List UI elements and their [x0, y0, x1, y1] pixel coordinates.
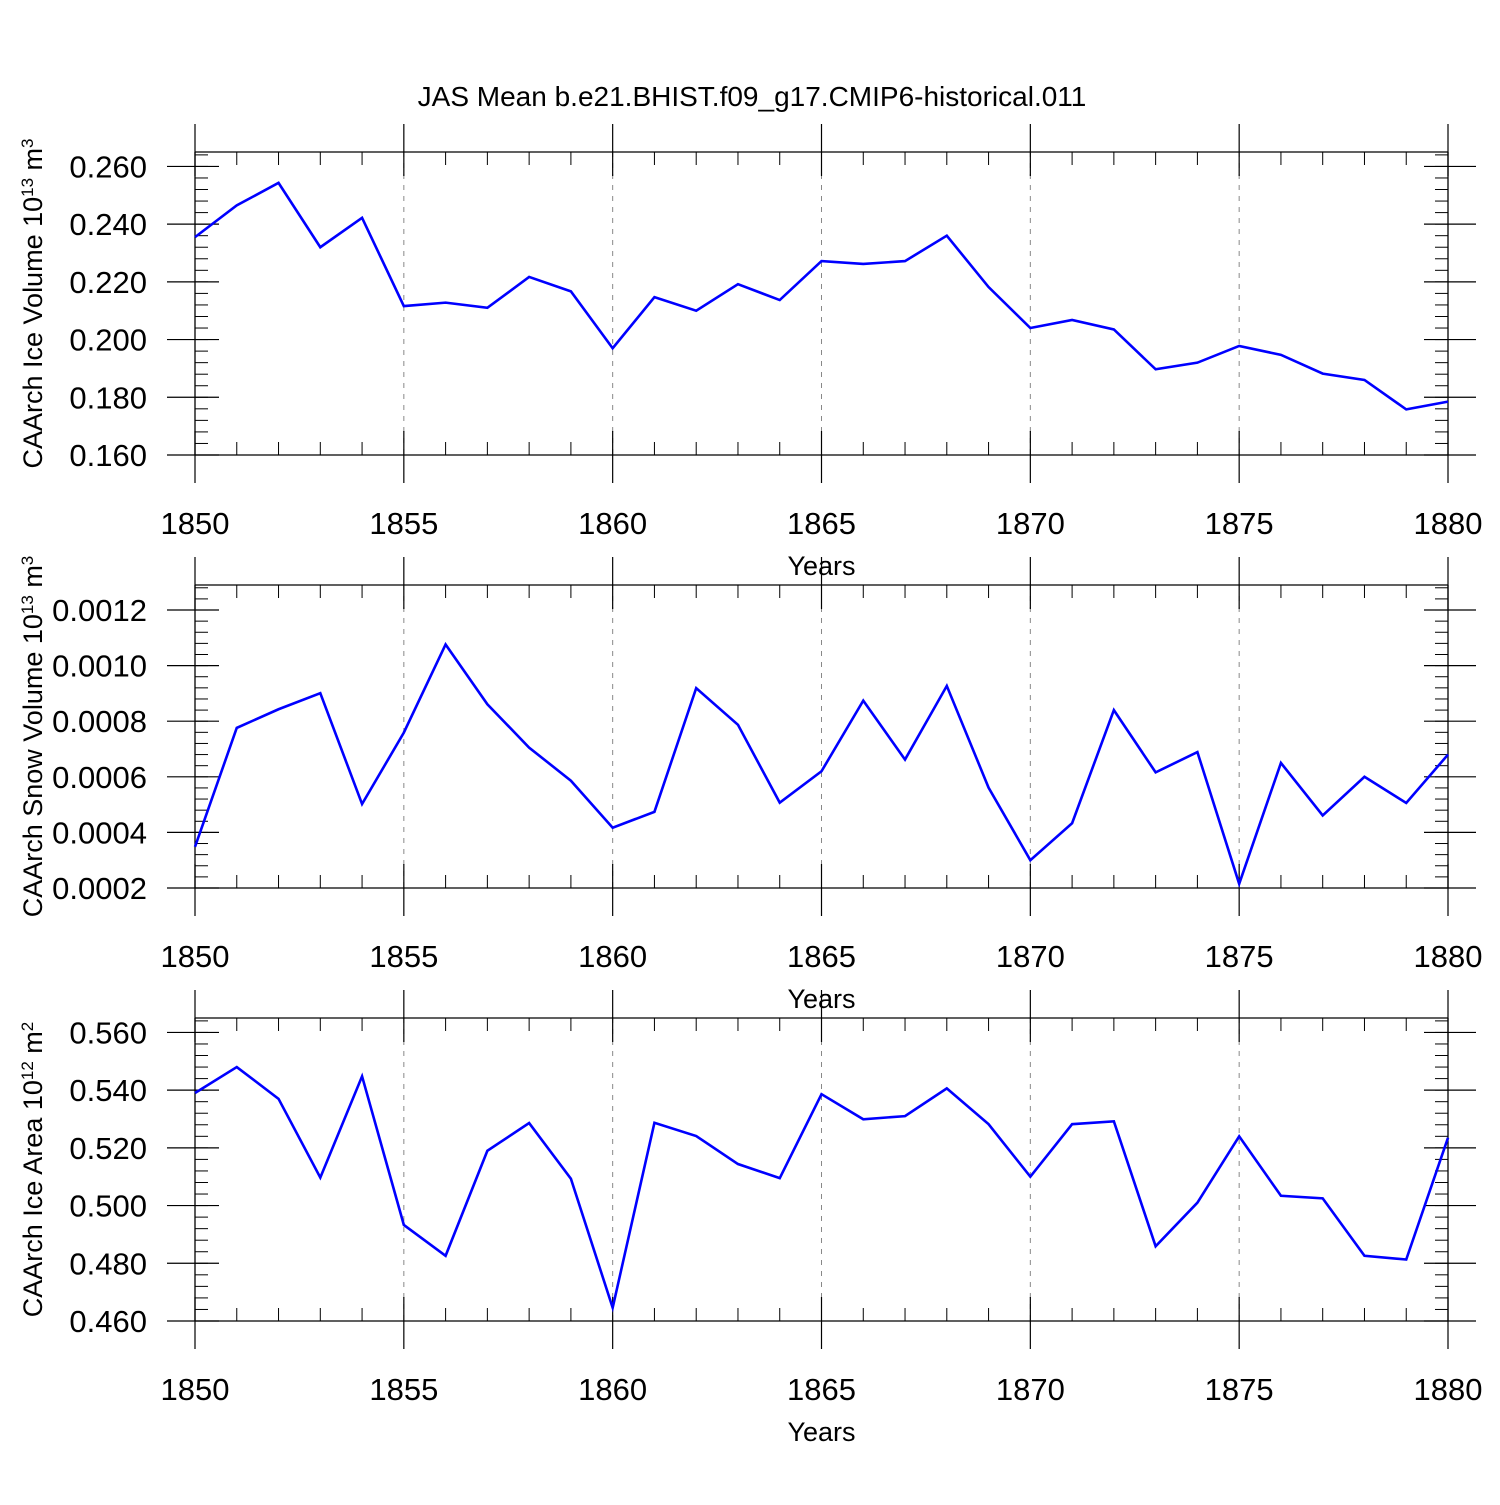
ice-area-ytick-label: 0.500 [69, 1189, 147, 1224]
ice-volume-xtick-label: 1880 [1414, 506, 1483, 541]
ice-area-xtick-label: 1855 [369, 1372, 438, 1407]
ice-area-xtick-label: 1850 [161, 1372, 230, 1407]
ice-area-ytick-label: 0.480 [69, 1246, 147, 1281]
ice-area-series-line [194, 1065, 1450, 1313]
ice-volume-xtick-label: 1865 [787, 506, 856, 541]
ice-volume-xtick-label: 1860 [578, 506, 647, 541]
ice-area-ytick-label: 0.560 [69, 1015, 147, 1050]
ice-volume-series-line [194, 181, 1449, 411]
ice-volume-panel: 0.160 0.180 0.200 0.220 0.240 0.260 1850 1855 18… [18, 124, 1483, 581]
ice-area-xtick-label: 1875 [1205, 1372, 1274, 1407]
snow-volume-xtick-label: 1875 [1205, 939, 1274, 974]
snow-volume-ytick-label: 0.0004 [52, 815, 147, 850]
ice-volume-ytick-label: 0.180 [69, 380, 147, 415]
ice-volume-ytick-label: 0.220 [69, 265, 147, 300]
snow-volume-ytick-label: 0.0002 [52, 871, 147, 906]
ice-area-ytick-label: 0.540 [69, 1073, 147, 1108]
chart-title: JAS Mean b.e21.BHIST.f09_g17.CMIP6-histo… [418, 81, 1087, 112]
ice-area-xtick-label: 1870 [996, 1372, 1065, 1407]
ice-volume-xtick-label: 1875 [1205, 506, 1274, 541]
snow-volume-ytick-label: 0.0006 [52, 760, 147, 795]
ice-area-ytick-label: 0.460 [69, 1304, 147, 1339]
ice-volume-ytick-label: 0.200 [69, 323, 147, 358]
snow-volume-ylabel: CAArch Snow Volume 1013 m3 [18, 556, 49, 918]
ice-volume-ylabel: CAArch Ice Volume 1013 m3 [18, 138, 49, 468]
snow-volume-ytick-label: 0.0012 [52, 593, 147, 628]
ice-area-ylabel: CAArch Ice Area 1012 m2 [18, 1022, 49, 1318]
ice-area-xtick-label: 1865 [787, 1372, 856, 1407]
ice-area-xtick-label: 1880 [1414, 1372, 1483, 1407]
ice-volume-xtick-label: 1870 [996, 506, 1065, 541]
ice-volume-ytick-label: 0.260 [69, 149, 147, 184]
snow-volume-series-line [193, 641, 1449, 888]
snow-volume-ytick-label: 0.0010 [52, 649, 147, 684]
snow-volume-ytick-label: 0.0008 [52, 704, 147, 739]
snow-volume-xtick-label: 1870 [996, 939, 1065, 974]
ice-area-xlabel: Years [787, 1417, 855, 1447]
ice-area-xtick-label: 1860 [578, 1372, 647, 1407]
ice-volume-xtick-label: 1850 [161, 506, 230, 541]
snow-volume-xtick-label: 1880 [1414, 939, 1483, 974]
snow-volume-xtick-label: 1855 [369, 939, 438, 974]
ice-volume-ytick-label: 0.160 [69, 438, 147, 473]
snow-volume-xtick-label: 1860 [578, 939, 647, 974]
snow-volume-xtick-label: 1850 [161, 939, 230, 974]
snow-volume-xtick-label: 1865 [787, 939, 856, 974]
ice-volume-ytick-label: 0.240 [69, 207, 147, 242]
ice-volume-xtick-label: 1855 [369, 506, 438, 541]
ice-area-panel: 0.460 0.480 0.500 0.520 0.540 0.560 1850 1855 18… [18, 990, 1483, 1447]
snow-volume-panel: 0.0002 0.0004 0.0006 0.0008 0.0010 0.0012 1850… [18, 556, 1483, 1014]
ice-area-ytick-label: 0.520 [69, 1131, 147, 1166]
